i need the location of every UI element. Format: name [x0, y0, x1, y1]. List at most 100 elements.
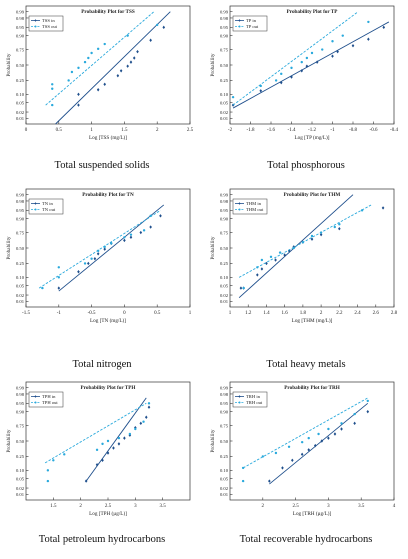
data-point-out	[51, 87, 54, 90]
data-point-out	[300, 440, 304, 444]
data-point-in	[351, 44, 355, 48]
x-tick-label: 2.2	[336, 311, 343, 316]
data-point-out	[353, 412, 356, 416]
data-point-out	[321, 48, 324, 51]
x-axis-label: Log [TN (mg/L)]	[90, 317, 126, 324]
legend-swatch-marker	[238, 395, 241, 398]
y-tick-label: 0.25	[16, 78, 25, 83]
chart-panel-tn: 0.99 0.98 0.95 0.90 0.75 0.50 0.25 0.10 0.05 0.02…	[0, 183, 204, 370]
data-point-out	[307, 436, 310, 440]
y-tick-label: 0.10	[220, 275, 229, 280]
legend-box	[28, 198, 64, 215]
y-tick-label: 0.99	[220, 10, 229, 15]
data-point-out	[77, 66, 80, 70]
x-tick-label: 2.8	[391, 311, 398, 316]
y-tick-label: 0.98	[16, 199, 25, 204]
data-point-out	[52, 459, 55, 462]
y-tick-label: 0.75	[16, 47, 25, 52]
fit-line-in	[269, 402, 369, 485]
legend-swatch-marker	[34, 208, 37, 211]
y-tick-label: 0.05	[16, 476, 25, 481]
y-axis-label: Probability	[210, 53, 216, 76]
data-point-out	[327, 427, 330, 431]
data-point-in	[313, 443, 317, 448]
data-point-in	[265, 261, 268, 266]
y-tick-label: 0.95	[16, 25, 25, 30]
fit-line-in	[85, 397, 147, 482]
data-point-in	[77, 270, 80, 274]
x-tick-label: 4	[393, 504, 396, 509]
y-tick-label: 0.50	[220, 246, 229, 251]
data-point-in	[117, 442, 121, 446]
x-tick-label: 2	[320, 311, 323, 316]
data-point-in	[84, 479, 88, 483]
x-tick-label: 2.4	[354, 311, 361, 316]
data-point-out	[103, 245, 106, 249]
legend-label: TP in	[246, 18, 257, 23]
data-point-out	[103, 42, 106, 46]
data-point-in	[239, 286, 243, 290]
y-tick-label: 0.99	[220, 386, 229, 391]
data-point-in	[336, 49, 339, 54]
data-point-out	[278, 251, 282, 254]
data-point-in	[290, 75, 293, 79]
data-point-out	[129, 233, 133, 236]
y-tick-label: 0.98	[220, 16, 229, 21]
legend-swatch-marker	[238, 208, 241, 211]
data-point-out	[317, 432, 320, 436]
data-point-in	[307, 448, 311, 452]
data-point-in	[136, 49, 139, 54]
y-tick-label: 0.90	[220, 216, 229, 221]
y-tick-label: 0.02	[16, 110, 25, 115]
legend-label: TSS in	[42, 18, 55, 23]
data-point-out	[96, 47, 100, 51]
y-tick-label: 0.75	[16, 230, 25, 235]
data-point-out	[340, 422, 343, 425]
legend-box	[232, 15, 268, 32]
data-point-in	[93, 257, 97, 261]
legend-box	[28, 391, 64, 408]
legend-swatch-marker	[34, 401, 37, 404]
x-tick-label: -0.4	[390, 128, 398, 133]
data-point-out	[57, 266, 60, 269]
data-point-out	[128, 432, 132, 436]
y-tick-label: 0.01	[16, 492, 25, 497]
data-point-in	[96, 88, 100, 92]
data-point-in	[333, 432, 337, 436]
y-tick-label: 0.01	[220, 116, 229, 121]
legend-swatch-marker	[238, 25, 241, 28]
x-tick-label: 1.4	[263, 311, 270, 316]
y-tick-label: 0.95	[220, 401, 229, 406]
y-tick-label: 0.25	[220, 78, 229, 83]
y-tick-label: 0.10	[220, 468, 229, 473]
chart-panel-trh: 0.99 0.98 0.95 0.90 0.75 0.50 0.25 0.10 0.05 0.02…	[204, 376, 408, 559]
y-axis-label: Probability	[6, 236, 12, 259]
x-tick-label: -1.4	[288, 128, 296, 133]
y-tick-label: 0.98	[16, 16, 25, 21]
data-point-out	[149, 214, 152, 218]
data-point-out	[241, 479, 245, 483]
data-point-in	[139, 230, 143, 235]
tn-probability-plot: 0.990.980.950.900.750.500.250.100.050.02…	[6, 188, 192, 324]
data-point-out	[292, 246, 295, 250]
tss-probability-plot: 0.990.980.950.900.750.500.250.100.050.02…	[6, 5, 194, 141]
x-tick-label: -0.6	[370, 128, 378, 133]
data-point-out	[134, 427, 137, 431]
legend-swatch-marker	[34, 202, 37, 205]
data-point-in	[279, 80, 283, 85]
chart-panel-thm: 0.99 0.98 0.95 0.90 0.75 0.50 0.25 0.10 0.05 0.02…	[204, 183, 408, 370]
data-point-out	[310, 234, 314, 238]
x-tick-label: -1.6	[267, 128, 275, 133]
data-point-out	[126, 34, 129, 37]
x-tick-label: 2	[156, 128, 159, 133]
y-tick-label: 0.75	[220, 423, 229, 428]
y-axis-label: Probability	[6, 429, 12, 452]
y-tick-label: 0.02	[220, 293, 229, 298]
legend-box	[232, 391, 268, 408]
y-tick-label: 0.01	[16, 116, 25, 121]
x-tick-label: -0.5	[88, 311, 96, 316]
y-tick-label: 0.98	[220, 392, 229, 397]
y-tick-label: 0.99	[16, 193, 25, 198]
y-tick-label: 0.90	[220, 33, 229, 38]
data-point-in	[366, 409, 370, 414]
